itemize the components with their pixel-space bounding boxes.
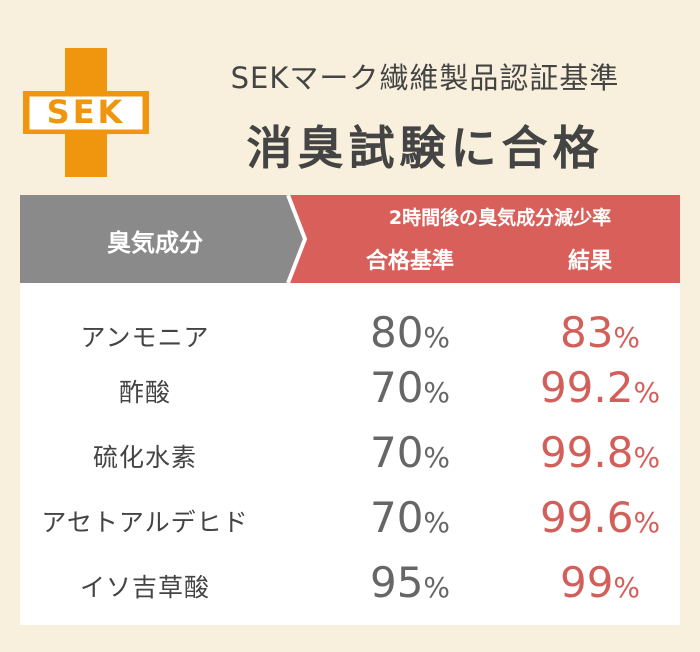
percent-value: 99	[559, 558, 614, 607]
percent-unit: %	[423, 571, 451, 604]
table-header-bg	[20, 195, 680, 283]
percent-cell: 70%	[310, 493, 510, 542]
column-group-header: 2時間後の臭気成分減少率	[388, 207, 612, 229]
percent-cell: 99.2%	[500, 363, 700, 412]
row-name: アセトアルデヒド	[41, 508, 249, 537]
subtitle: 消臭試験に合格	[246, 121, 604, 175]
row-name: 酢酸	[118, 378, 171, 407]
percent-unit: %	[633, 506, 661, 539]
percent-unit: %	[613, 321, 641, 354]
percent-unit: %	[423, 376, 451, 409]
title: SEKマーク繊維製品認証基準	[230, 61, 620, 95]
percent-unit: %	[633, 441, 661, 474]
percent-cell: 95%	[310, 558, 510, 607]
percent-cell: 70%	[310, 363, 510, 412]
percent-value: 99.8	[539, 428, 634, 477]
percent-cell: 99.8%	[500, 428, 700, 477]
percent-unit: %	[423, 321, 451, 354]
column-header: 臭気成分	[107, 229, 203, 257]
percent-value: 99.2	[539, 363, 634, 412]
column-header: 結果	[567, 249, 612, 274]
percent-value: 99.6	[539, 493, 634, 542]
percent-unit: %	[613, 571, 641, 604]
row-name: 硫化水素	[92, 443, 197, 472]
logo-text: SEK	[47, 93, 126, 131]
percent-value: 70	[369, 428, 424, 477]
column-header: 合格基準	[365, 249, 454, 274]
row-name: イソ吉草酸	[79, 573, 210, 602]
percent-value: 83	[559, 308, 614, 357]
percent-cell: 70%	[310, 428, 510, 477]
percent-unit: %	[423, 506, 451, 539]
percent-unit: %	[633, 376, 661, 409]
percent-value: 95	[369, 558, 424, 607]
percent-unit: %	[423, 441, 451, 474]
percent-cell: 80%	[310, 308, 510, 357]
row-name: アンモニア	[80, 323, 210, 352]
percent-value: 70	[369, 363, 424, 412]
percent-cell: 99.6%	[500, 493, 700, 542]
percent-cell: 99%	[500, 558, 700, 607]
table: 臭気成分 2時間後の臭気成分減少率 合格基準 結果 アンモニア 80% 83% 酢酸 7…	[20, 195, 680, 625]
sek-logo: SEK	[21, 46, 151, 179]
percent-value: 70	[369, 493, 424, 542]
percent-cell: 83%	[500, 308, 700, 357]
percent-value: 80	[369, 308, 424, 357]
